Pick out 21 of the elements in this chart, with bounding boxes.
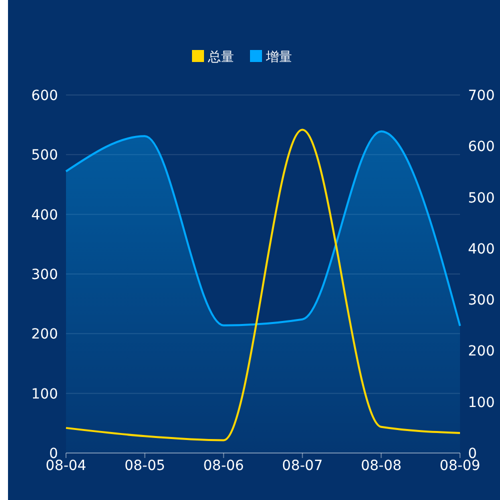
y-tick-label: 100 <box>31 386 58 402</box>
x-tick-label: 08-07 <box>282 458 323 474</box>
x-tick-label: 08-06 <box>203 458 244 474</box>
y2-tick-label: 400 <box>468 241 495 258</box>
y2-tick-label: 200 <box>468 344 495 360</box>
x-tick-label: 08-04 <box>46 458 86 474</box>
legend-label: 总量 <box>207 50 234 65</box>
y-tick-label: 600 <box>31 88 58 104</box>
y2-tick-label: 300 <box>468 292 495 309</box>
x-tick-label: 08-08 <box>360 458 402 474</box>
legend-label: 增量 <box>265 50 292 65</box>
y-tick-label: 300 <box>31 267 58 283</box>
y2-tick-label: 100 <box>468 394 495 411</box>
y-tick-label: 500 <box>31 148 58 164</box>
x-tick-label: 08-09 <box>440 458 480 474</box>
y-tick-label: 400 <box>31 207 58 224</box>
x-tick-label: 08-05 <box>124 458 166 474</box>
y2-tick-label: 600 <box>468 139 495 156</box>
y-tick-label: 200 <box>31 326 58 343</box>
y2-tick-label: 700 <box>468 88 495 104</box>
y2-tick-label: 500 <box>468 190 495 206</box>
